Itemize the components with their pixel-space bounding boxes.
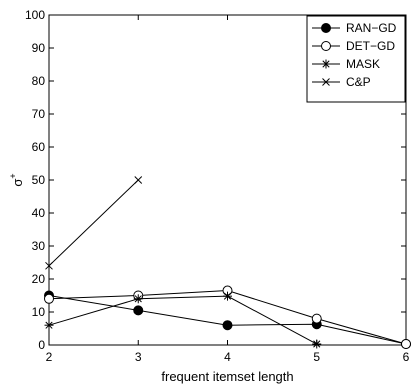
y-axis-label-main: σ <box>10 179 25 187</box>
legend: RAN−GD DET−GD MASK C&P <box>306 15 406 103</box>
data-point <box>312 339 322 349</box>
series-2 <box>44 291 322 349</box>
svg-text:σ+: σ+ <box>8 173 25 186</box>
data-point <box>134 176 143 184</box>
data-point <box>44 293 54 304</box>
y-tick-label: 50 <box>32 173 46 187</box>
data-point <box>222 320 233 331</box>
y-tick-label: 40 <box>32 206 46 220</box>
y-tick-label: 30 <box>32 239 46 253</box>
x-tick-label: 2 <box>46 350 53 364</box>
legend-label: DET−GD <box>346 39 395 53</box>
legend-label: RAN−GD <box>346 21 397 35</box>
data-point <box>133 294 143 304</box>
series-3 <box>45 176 143 270</box>
y-tick-label: 90 <box>32 41 46 55</box>
y-tick-label: 60 <box>32 140 46 154</box>
legend-marker <box>321 41 331 51</box>
y-tick-label: 20 <box>32 272 46 286</box>
x-tick-label: 6 <box>403 350 410 364</box>
legend-marker <box>321 23 331 33</box>
series-line <box>48 295 407 345</box>
legend-marker <box>322 78 330 86</box>
data-point <box>311 313 322 324</box>
data-point <box>45 261 53 270</box>
data-point <box>401 339 411 350</box>
series-0 <box>44 290 411 350</box>
y-axis-label: σ+ <box>8 173 25 186</box>
series-line <box>48 179 139 267</box>
data-point <box>133 305 144 316</box>
y-tick-label: 70 <box>32 107 46 121</box>
x-tick-label: 4 <box>224 350 231 364</box>
legend-entry-0: RAN−GD <box>312 21 397 35</box>
x-axis-label: frequent itemset length <box>161 369 293 384</box>
legend-label: C&P <box>346 75 371 89</box>
y-tick-label: 0 <box>38 338 45 352</box>
y-tick-label: 100 <box>25 8 45 22</box>
series-layer <box>44 176 411 350</box>
legend-entry-3: C&P <box>312 75 371 89</box>
series-1 <box>44 285 411 350</box>
x-tick-label: 3 <box>135 350 142 364</box>
y-tick-label: 80 <box>32 74 46 88</box>
legend-entry-2: MASK <box>312 57 380 71</box>
legend-label: MASK <box>346 57 380 71</box>
legend-entry-1: DET−GD <box>312 39 395 53</box>
x-tick-label: 5 <box>313 350 320 364</box>
series-line <box>48 295 317 345</box>
y-tick-label: 10 <box>32 305 46 319</box>
data-point <box>223 291 232 301</box>
y-axis-label-sup: + <box>8 173 18 178</box>
data-point <box>44 320 54 330</box>
legend-marker <box>321 59 331 69</box>
